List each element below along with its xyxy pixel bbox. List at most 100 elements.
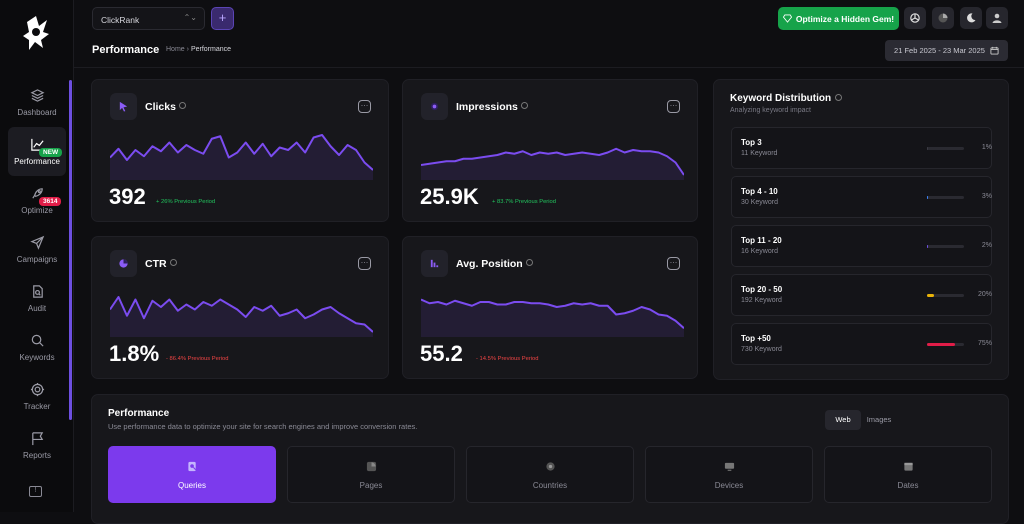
user-icon — [992, 13, 1002, 23]
info-icon[interactable] — [169, 259, 177, 266]
keyword-bucket-row[interactable]: Top 3 11 Keyword 1% — [731, 127, 992, 169]
eye-icon — [421, 93, 448, 120]
search-type-toggle: Web Images — [825, 410, 897, 430]
sidebar-scrollbar[interactable] — [69, 80, 72, 420]
tab-label: Pages — [359, 481, 383, 490]
bucket-count: 730 Keyword — [741, 346, 782, 353]
page-icon — [365, 460, 377, 472]
flag-icon — [31, 432, 43, 446]
bucket-percent: 1% — [981, 144, 992, 151]
more-options-icon[interactable]: … — [667, 257, 680, 270]
sidebar-item-label: Optimize — [21, 206, 53, 215]
bucket-count: 192 Keyword — [741, 297, 782, 304]
optimize-hidden-gem-button[interactable]: Optimize a Hidden Gem! — [778, 7, 899, 30]
tab-countries[interactable]: Countries — [466, 446, 634, 503]
sidebar-item-keywords[interactable]: Keywords — [0, 323, 74, 372]
header-divider — [74, 67, 1024, 68]
add-project-button[interactable]: + — [211, 7, 234, 30]
analytics-button[interactable] — [932, 7, 954, 29]
bucket-percent: 3% — [981, 193, 992, 200]
optimize-hidden-gem-label: Optimize a Hidden Gem! — [795, 13, 895, 24]
breadcrumb-home[interactable]: Home — [166, 46, 185, 53]
info-icon[interactable] — [835, 94, 843, 101]
info-icon[interactable] — [525, 259, 533, 266]
breadcrumb: Home › Performance — [166, 46, 231, 53]
pie-chart-icon — [110, 250, 137, 277]
sidebar-item-tracker[interactable]: Tracker — [0, 372, 74, 421]
tab-label: Dates — [897, 481, 919, 490]
tab-label: Queries — [177, 481, 206, 490]
sparkline-line — [421, 147, 684, 176]
bucket-progress-track — [927, 343, 964, 346]
bucket-progress-fill — [927, 245, 928, 248]
sidebar-item-dashboard[interactable]: Dashboard — [0, 78, 74, 127]
toggle-images[interactable]: Images — [866, 415, 892, 424]
sparkline-area — [421, 299, 684, 337]
keyword-bucket-row[interactable]: Top +50 730 Keyword 75% — [731, 323, 992, 365]
tab-dates[interactable]: Dates — [824, 446, 992, 503]
project-select-value: ClickRank — [101, 15, 140, 25]
bucket-percent: 2% — [981, 242, 992, 249]
toggle-web[interactable]: Web — [825, 410, 861, 430]
bucket-name: Top 3 — [741, 138, 762, 147]
sparkline-line — [110, 296, 373, 333]
layers-icon — [30, 89, 44, 102]
rocket-logo-icon[interactable] — [19, 12, 53, 54]
more-options-icon[interactable]: … — [358, 100, 371, 113]
keyword-bucket-row[interactable]: Top 11 - 20 16 Keyword 2% — [731, 225, 992, 267]
sparkline-line — [110, 134, 373, 171]
collapse-sidebar-icon[interactable]: ! — [29, 486, 42, 497]
bucket-progress-track — [927, 196, 964, 199]
globe-icon — [544, 460, 556, 472]
tab-pages[interactable]: Pages — [287, 446, 455, 503]
impressions-sparkline — [421, 147, 684, 180]
sidebar-item-campaigns[interactable]: Campaigns — [0, 225, 74, 274]
keyword-bucket-row[interactable]: Top 4 - 10 30 Keyword 3% — [731, 176, 992, 218]
file-search-icon — [32, 285, 43, 298]
metric-title: Impressions — [456, 101, 528, 113]
campaigns-new-badge: NEW — [39, 148, 63, 157]
sidebar-item-label: Dashboard — [17, 108, 57, 117]
tab-devices[interactable]: Devices — [645, 446, 813, 503]
rocket-icon — [31, 188, 43, 199]
bucket-count: 11 Keyword — [741, 150, 778, 157]
info-icon[interactable] — [520, 102, 528, 109]
metric-card-impressions: Impressions … 25.9K + 83.7% Previous Per… — [402, 79, 698, 222]
more-options-icon[interactable]: … — [667, 100, 680, 113]
performance-section-subtitle: Use performance data to optimize your si… — [108, 422, 418, 431]
metric-change: - 14.5% Previous Period — [476, 356, 539, 362]
sidebar: Dashboard Performance Optimize Campaigns… — [0, 0, 74, 512]
cursor-icon — [110, 93, 137, 120]
integrations-button[interactable] — [904, 7, 926, 29]
sidebar-item-optimize[interactable]: Optimize — [0, 176, 74, 225]
openai-icon — [910, 13, 920, 23]
tab-label: Countries — [532, 481, 568, 490]
topbar: ClickRank ⌃⌄ + Optimize a Hidden Gem! — [74, 0, 1024, 38]
metric-change: + 26% Previous Period — [156, 199, 216, 205]
chevron-updown-icon: ⌃⌄ — [183, 13, 197, 22]
metric-title: Avg. Position — [456, 258, 533, 270]
monitor-icon — [723, 460, 735, 472]
info-icon[interactable] — [178, 102, 186, 109]
bucket-percent: 20% — [977, 291, 992, 298]
bucket-name: Top +50 — [741, 334, 771, 343]
audit-count-badge: 3614 — [39, 197, 62, 206]
metric-card-avg-position: Avg. Position … 55.2 - 14.5% Previous Pe… — [402, 236, 698, 379]
bucket-name: Top 4 - 10 — [741, 187, 778, 196]
date-range-picker[interactable]: 21 Feb 2025 - 23 Mar 2025 — [885, 40, 1008, 61]
keyword-bucket-row[interactable]: Top 20 - 50 192 Keyword 20% — [731, 274, 992, 316]
project-select[interactable]: ClickRank ⌃⌄ — [92, 7, 205, 30]
performance-section-title: Performance — [108, 408, 170, 419]
metric-change: - 86.4% Previous Period — [166, 356, 229, 362]
user-menu-button[interactable] — [986, 7, 1008, 29]
query-search-icon — [186, 460, 198, 472]
bar-chart-icon — [421, 250, 448, 277]
bucket-count: 16 Keyword — [741, 248, 778, 255]
tab-queries[interactable]: Queries — [108, 446, 276, 503]
sidebar-item-audit[interactable]: Audit — [0, 274, 74, 323]
bucket-progress-track — [927, 147, 964, 150]
theme-toggle-button[interactable] — [960, 7, 982, 29]
more-options-icon[interactable]: … — [358, 257, 371, 270]
avg-position-sparkline — [421, 298, 684, 337]
sidebar-item-reports[interactable]: Reports — [0, 421, 74, 470]
